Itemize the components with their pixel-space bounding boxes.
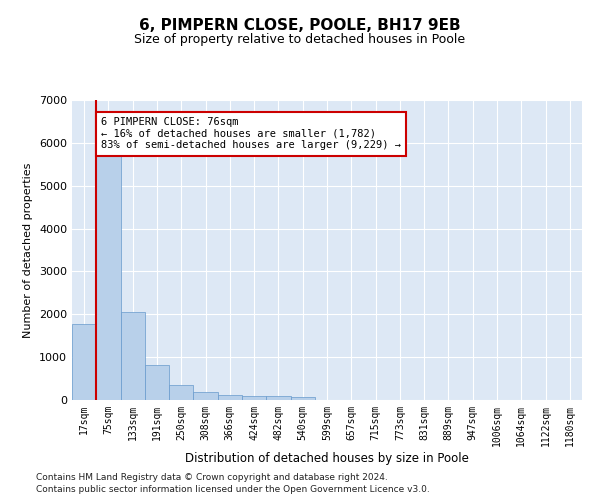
Bar	[218, 395, 242, 400]
Bar	[96, 152, 121, 400]
Text: Contains public sector information licensed under the Open Government Licence v3: Contains public sector information licen…	[36, 485, 430, 494]
Bar	[169, 386, 193, 400]
Bar	[193, 392, 218, 400]
Bar	[266, 396, 290, 400]
Bar	[242, 396, 266, 400]
Text: Contains HM Land Registry data © Crown copyright and database right 2024.: Contains HM Land Registry data © Crown c…	[36, 472, 388, 482]
X-axis label: Distribution of detached houses by size in Poole: Distribution of detached houses by size …	[185, 452, 469, 464]
Text: 6 PIMPERN CLOSE: 76sqm
← 16% of detached houses are smaller (1,782)
83% of semi-: 6 PIMPERN CLOSE: 76sqm ← 16% of detached…	[101, 117, 401, 150]
Text: Size of property relative to detached houses in Poole: Size of property relative to detached ho…	[134, 32, 466, 46]
Bar	[145, 365, 169, 400]
Bar	[290, 397, 315, 400]
Bar	[121, 312, 145, 400]
Y-axis label: Number of detached properties: Number of detached properties	[23, 162, 34, 338]
Bar	[72, 324, 96, 400]
Text: 6, PIMPERN CLOSE, POOLE, BH17 9EB: 6, PIMPERN CLOSE, POOLE, BH17 9EB	[139, 18, 461, 32]
